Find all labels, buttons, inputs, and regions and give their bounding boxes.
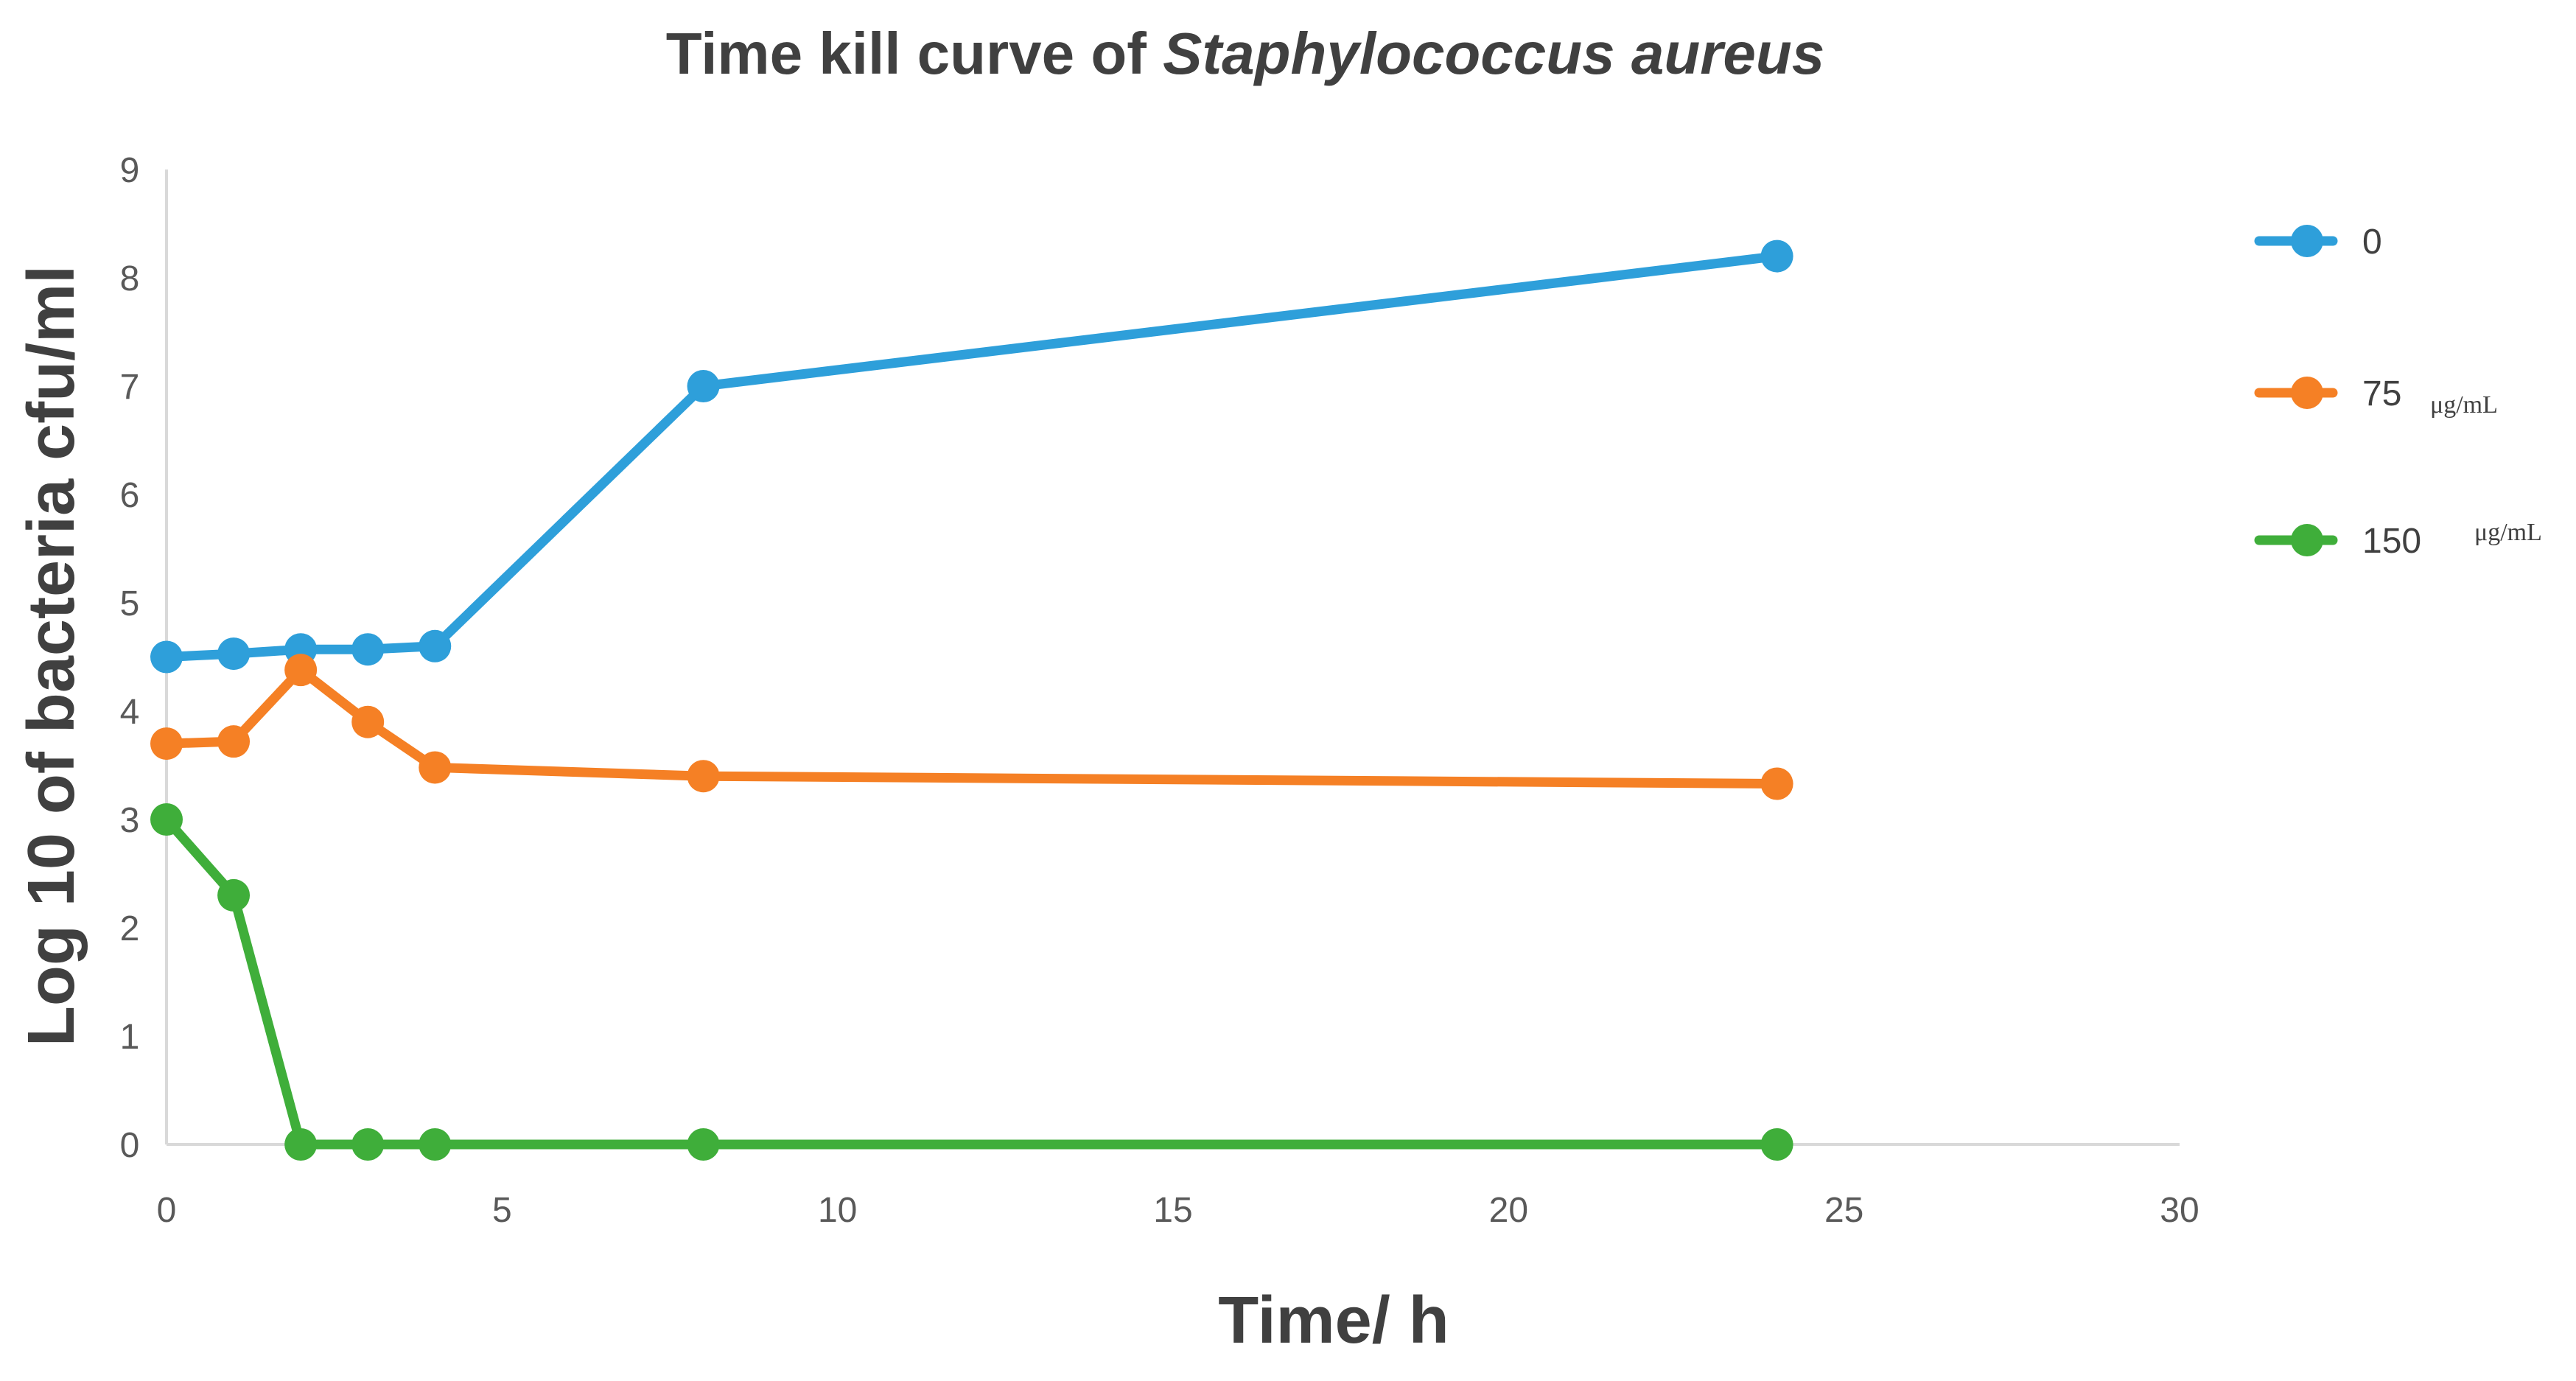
legend-unit: μg/mL xyxy=(2474,519,2542,546)
series-line xyxy=(161,251,1782,662)
data-point xyxy=(351,705,385,738)
series-150 xyxy=(150,803,1793,1161)
series-line xyxy=(161,814,1782,1150)
series-line xyxy=(161,665,1782,789)
data-point xyxy=(1760,1128,1793,1161)
data-point xyxy=(351,1128,385,1161)
y-tick-label: 0 xyxy=(120,1126,140,1165)
legend-label: 0 xyxy=(2362,223,2382,262)
y-tick-label: 4 xyxy=(120,693,140,732)
y-tick-label: 9 xyxy=(120,151,140,190)
data-point xyxy=(419,1128,452,1161)
data-point xyxy=(419,751,452,784)
y-tick-label: 5 xyxy=(120,584,140,623)
data-point xyxy=(687,1128,720,1161)
legend: 0 75 μg/mL 150 μg/mL xyxy=(2254,223,2542,561)
legend-label: 150 xyxy=(2362,522,2421,561)
data-point xyxy=(150,803,183,836)
y-tick-label: 8 xyxy=(120,259,140,298)
y-axis-title: Log 10 of bacteria cfu/ml xyxy=(15,265,88,1046)
y-tick-label: 7 xyxy=(120,368,140,407)
x-tick-label: 10 xyxy=(818,1191,857,1230)
y-tick-labels: 0 1 2 3 4 5 6 7 8 9 xyxy=(120,151,140,1165)
legend-marker xyxy=(2291,524,2323,556)
legend-item: 150 μg/mL xyxy=(2254,519,2542,561)
legend-item: 75 μg/mL xyxy=(2254,374,2498,419)
legend-item: 0 xyxy=(2254,223,2382,262)
chart-title: Time kill curve of Staphylococcus aureus xyxy=(666,21,1824,86)
series-0 xyxy=(150,240,1793,674)
data-point xyxy=(687,370,720,402)
y-tick-label: 2 xyxy=(120,909,140,948)
x-tick-labels: 0 5 10 15 20 25 30 xyxy=(157,1191,2199,1230)
data-point xyxy=(284,1128,318,1161)
y-tick-label: 1 xyxy=(120,1018,140,1057)
x-tick-label: 30 xyxy=(2160,1191,2199,1230)
x-tick-label: 15 xyxy=(1153,1191,1192,1230)
data-point xyxy=(687,760,720,793)
data-point xyxy=(217,725,251,758)
x-axis-title: Time/ h xyxy=(1218,1284,1449,1357)
y-tick-label: 6 xyxy=(120,476,140,515)
legend-marker xyxy=(2291,377,2323,409)
legend-marker xyxy=(2291,225,2323,257)
series-75 xyxy=(150,654,1793,800)
legend-label: 75 xyxy=(2362,374,2401,413)
x-tick-label: 0 xyxy=(157,1191,177,1230)
data-point xyxy=(1760,240,1793,273)
series-layer xyxy=(150,240,1793,1161)
data-point xyxy=(217,878,251,912)
y-tick-label: 3 xyxy=(120,801,140,840)
legend-unit: μg/mL xyxy=(2430,391,2498,419)
x-tick-label: 25 xyxy=(1824,1191,1863,1230)
data-point xyxy=(351,633,385,666)
x-tick-label: 20 xyxy=(1489,1191,1528,1230)
data-point xyxy=(150,727,183,761)
data-point xyxy=(284,654,318,687)
data-point xyxy=(150,640,183,674)
data-point xyxy=(419,629,452,662)
data-point xyxy=(217,637,251,671)
data-point xyxy=(1760,767,1793,800)
x-tick-label: 5 xyxy=(492,1191,512,1230)
